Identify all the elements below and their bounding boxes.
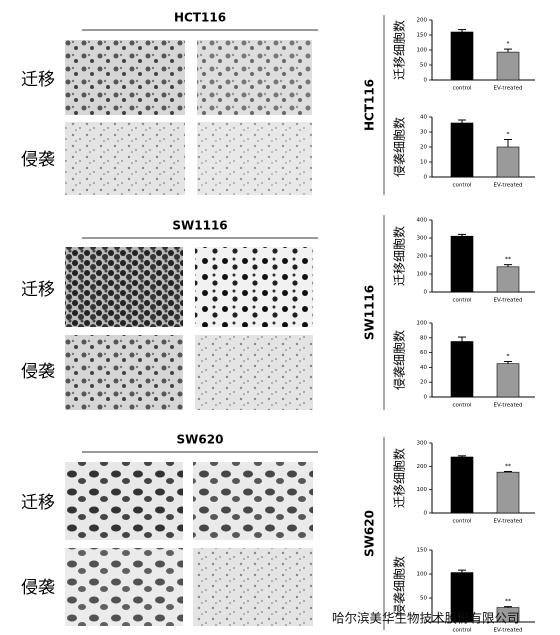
cell-line-label: HCT116 bbox=[363, 79, 377, 131]
row-label: 侵袭 bbox=[21, 362, 55, 382]
x-tick-label: control bbox=[452, 86, 472, 92]
bar bbox=[450, 31, 474, 81]
y-tick-label: 40 bbox=[420, 365, 427, 371]
y-tick-label: 100 bbox=[417, 321, 428, 327]
y-tick-label: 50 bbox=[420, 63, 427, 69]
micrograph bbox=[197, 40, 312, 115]
y-tick-label: 0 bbox=[424, 511, 428, 517]
y-tick-label: 100 bbox=[417, 572, 428, 578]
x-tick-label: EV-treated bbox=[494, 183, 523, 189]
x-tick-label: EV-treated bbox=[494, 403, 523, 409]
y-tick-label: 100 bbox=[417, 487, 428, 493]
micrograph bbox=[65, 548, 183, 626]
y-tick-label: 400 bbox=[417, 218, 428, 224]
y-tick-label: 80 bbox=[420, 335, 427, 341]
bar bbox=[450, 122, 474, 178]
significance: * bbox=[507, 131, 510, 138]
x-tick-label: EV-treated bbox=[494, 86, 523, 92]
micrographs bbox=[65, 40, 313, 626]
cell-line-title: SW620 bbox=[177, 433, 224, 447]
micrograph bbox=[65, 247, 183, 327]
y-axis-label: 侵袭细胞数 bbox=[392, 117, 407, 177]
x-tick-label: control bbox=[452, 519, 472, 525]
y-tick-label: 20 bbox=[420, 145, 427, 151]
bar bbox=[496, 266, 520, 293]
significance: ** bbox=[505, 463, 511, 470]
x-tick-label: EV-treated bbox=[494, 628, 523, 634]
micrograph bbox=[65, 462, 183, 540]
y-tick-label: 300 bbox=[417, 236, 428, 242]
y-tick-label: 10 bbox=[420, 160, 427, 166]
y-tick-label: 200 bbox=[417, 464, 428, 470]
y-axis-label: 迁移细胞数 bbox=[392, 448, 407, 508]
y-tick-label: 150 bbox=[417, 33, 428, 39]
y-axis-label: 迁移细胞数 bbox=[392, 226, 407, 286]
y-tick-label: 200 bbox=[417, 254, 428, 260]
row-label: 迁移 bbox=[21, 280, 55, 300]
micrograph bbox=[197, 122, 312, 195]
significance: ** bbox=[505, 256, 511, 263]
cell-line-title: SW1116 bbox=[172, 219, 227, 233]
x-tick-label: EV-treated bbox=[494, 298, 523, 304]
y-tick-label: 100 bbox=[417, 48, 428, 54]
row-label: 迁移 bbox=[21, 70, 55, 90]
bar bbox=[450, 235, 474, 293]
significance: * bbox=[507, 353, 510, 360]
row-label: 迁移 bbox=[21, 493, 55, 513]
micrograph bbox=[193, 548, 313, 626]
y-tick-label: 300 bbox=[417, 441, 428, 447]
row-label: 侵袭 bbox=[21, 150, 55, 170]
cell-line-label: SW620 bbox=[363, 510, 377, 557]
y-tick-label: 60 bbox=[420, 350, 427, 356]
bar bbox=[496, 471, 520, 514]
bar bbox=[496, 363, 520, 398]
y-axis-label: 迁移细胞数 bbox=[392, 20, 407, 80]
y-tick-label: 0 bbox=[424, 78, 428, 84]
x-tick-label: control bbox=[452, 628, 472, 634]
y-tick-label: 0 bbox=[424, 620, 428, 626]
micrograph bbox=[65, 122, 185, 195]
y-tick-label: 100 bbox=[417, 272, 428, 278]
x-tick-label: control bbox=[452, 298, 472, 304]
y-tick-label: 50 bbox=[420, 596, 427, 602]
y-tick-label: 200 bbox=[417, 18, 428, 24]
y-axis-label: 侵袭细胞数 bbox=[392, 556, 407, 616]
bar bbox=[496, 51, 520, 81]
y-tick-label: 20 bbox=[420, 380, 427, 386]
micrograph bbox=[65, 335, 183, 410]
y-tick-label: 0 bbox=[424, 395, 428, 401]
y-tick-label: 0 bbox=[424, 290, 428, 296]
bar bbox=[450, 456, 474, 514]
micrograph bbox=[65, 40, 185, 115]
bar bbox=[496, 146, 520, 178]
y-tick-label: 150 bbox=[417, 548, 428, 554]
y-axis-label: 侵袭细胞数 bbox=[392, 330, 407, 390]
bar bbox=[450, 341, 474, 398]
micrograph bbox=[193, 462, 313, 540]
x-tick-label: control bbox=[452, 403, 472, 409]
row-label: 侵袭 bbox=[21, 578, 55, 598]
x-tick-label: EV-treated bbox=[494, 519, 523, 525]
micrograph bbox=[195, 247, 313, 327]
y-tick-label: 40 bbox=[420, 115, 427, 121]
micrograph bbox=[195, 335, 313, 410]
y-tick-label: 30 bbox=[420, 130, 427, 136]
watermark: 哈尔滨美华生物技术股份有限公司 bbox=[332, 611, 520, 626]
significance: * bbox=[507, 41, 510, 48]
x-tick-label: control bbox=[452, 183, 472, 189]
cell-line-label: SW1116 bbox=[363, 285, 377, 340]
significance: ** bbox=[505, 598, 511, 605]
cell-line-title: HCT116 bbox=[174, 11, 226, 25]
y-tick-label: 0 bbox=[424, 175, 428, 181]
